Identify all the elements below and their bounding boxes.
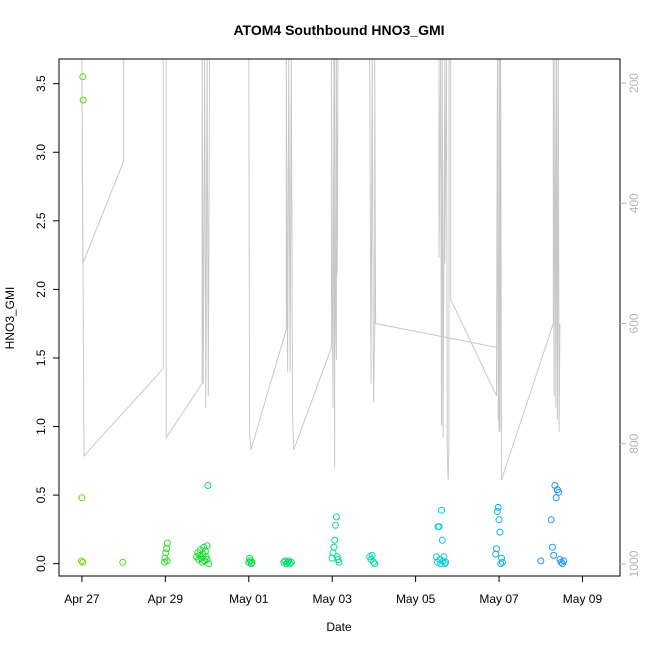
data-point (205, 560, 213, 568)
data-point (331, 536, 339, 544)
plot-frame (58, 58, 621, 577)
data-point (498, 558, 506, 566)
y-axis-label: HNO3_GMI (3, 287, 17, 350)
x-tick-label: May 05 (396, 592, 436, 606)
data-point (370, 558, 377, 566)
data-point (163, 539, 171, 547)
data-point (498, 554, 505, 562)
y-right-tick-label: 600 (627, 313, 641, 333)
data-point (78, 557, 85, 565)
y-tick-label: 2.5 (34, 212, 48, 229)
y-tick-label: 1.0 (34, 418, 48, 435)
data-point (555, 488, 563, 496)
data-point (496, 528, 504, 536)
data-point (286, 560, 294, 568)
data-point (493, 508, 501, 515)
data-point (203, 556, 211, 563)
data-point (368, 551, 376, 559)
x-axis: Apr 27 Apr 29 May 01 May 03 May 05 May 07 May … (64, 575, 603, 606)
data-point (200, 543, 208, 551)
x-tick-label: May 03 (313, 592, 353, 606)
data-point (335, 558, 343, 566)
data-point (438, 506, 445, 514)
data-point (371, 560, 379, 568)
x-tick-label: May 09 (563, 592, 603, 606)
y-tick-label: 2.0 (34, 281, 48, 298)
y-tick-label: 3.5 (34, 75, 48, 92)
data-point (79, 73, 87, 81)
pressure-line (81, 58, 561, 480)
data-point (495, 516, 503, 524)
data-point (119, 558, 127, 566)
y-right-tick-label: 400 (627, 193, 641, 213)
x-tick-label: May 01 (229, 592, 269, 606)
data-point (163, 557, 171, 565)
data-point (537, 557, 545, 565)
data-points (78, 73, 568, 568)
data-point (78, 494, 86, 502)
data-point (493, 545, 500, 553)
data-point (550, 551, 558, 559)
data-point (247, 560, 255, 568)
data-point (547, 516, 555, 524)
chart-title: ATOM4 Southbound HNO3_GMI (233, 22, 444, 38)
y-right-tick-label: 1000 (627, 550, 641, 577)
data-point (560, 557, 568, 565)
x-tick-label: Apr 29 (148, 592, 184, 606)
data-point (442, 558, 450, 566)
data-point (287, 558, 295, 566)
y-tick-label: 1.5 (34, 349, 48, 366)
y-right-tick-label: 200 (627, 73, 641, 93)
data-point (548, 543, 556, 551)
data-point (494, 503, 502, 511)
y-right-tick-label: 800 (627, 433, 641, 453)
data-point (552, 494, 560, 502)
x-axis-label: Date (326, 620, 352, 634)
data-point (204, 482, 212, 489)
data-point (332, 521, 339, 529)
data-point (203, 542, 211, 550)
data-point (162, 549, 170, 557)
y-tick-label: 0.0 (34, 555, 48, 572)
data-point (248, 558, 256, 566)
data-point (79, 558, 87, 566)
data-point (438, 536, 446, 544)
y-tick-label: 0.5 (34, 486, 48, 503)
data-point (332, 513, 340, 521)
x-tick-label: May 07 (479, 592, 519, 606)
y-tick-label: 3.0 (34, 144, 48, 161)
y-axis-right: 200 400 600 800 1000 (620, 73, 641, 577)
x-tick-label: Apr 27 (64, 592, 100, 606)
pressure-track (81, 58, 561, 480)
data-point (330, 543, 338, 551)
data-point (441, 560, 449, 568)
y-axis-left: 0.0 0.5 1.0 1.5 2.0 2.5 3.0 3.5 (34, 75, 59, 572)
data-point (435, 523, 443, 531)
data-point (79, 96, 87, 104)
